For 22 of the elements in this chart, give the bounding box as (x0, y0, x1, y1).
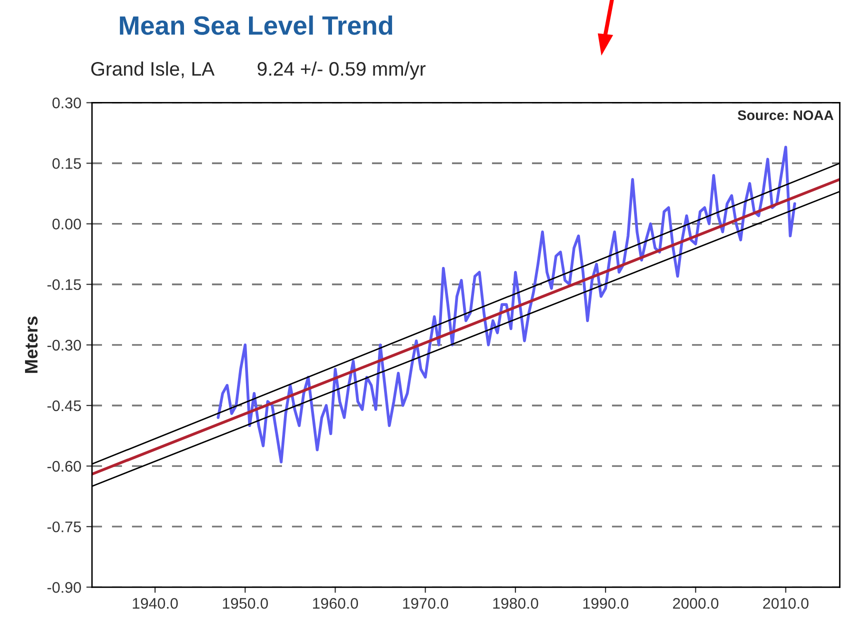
chart-subtitle: Grand Isle, LA 9.24 +/- 0.59 mm/yr (91, 62, 426, 80)
y-tick-label: -0.30 (47, 340, 81, 351)
x-tick-label: 1960.0 (313, 598, 358, 609)
y-tick-label: -0.15 (47, 279, 81, 290)
x-tick-label: 1940.0 (132, 598, 178, 609)
x-tick-label: 1990.0 (583, 598, 628, 609)
y-tick-label: -0.60 (47, 460, 81, 472)
y-tick-label: -0.90 (47, 582, 81, 593)
annotation: Source: NOAA (738, 110, 834, 120)
x-tick-label: 1980.0 (493, 598, 538, 609)
x-tick-label: 2010.0 (763, 598, 808, 609)
y-tick-label: 0.00 (52, 218, 81, 230)
y-tick-label: -0.75 (47, 521, 81, 532)
y-axis-title: Meters (25, 316, 38, 373)
line-series (216, 146, 796, 464)
y-tick-label: 0.15 (52, 158, 81, 169)
y-tick-label: -0.45 (47, 400, 81, 412)
x-tick-label: 1970.0 (403, 598, 448, 609)
x-tick-label: 2000.0 (673, 598, 718, 609)
y-tick-label: 0.30 (52, 98, 81, 108)
x-tick-label: 1950.0 (222, 598, 268, 609)
chart-title: Mean Sea Level Trend (120, 16, 392, 35)
